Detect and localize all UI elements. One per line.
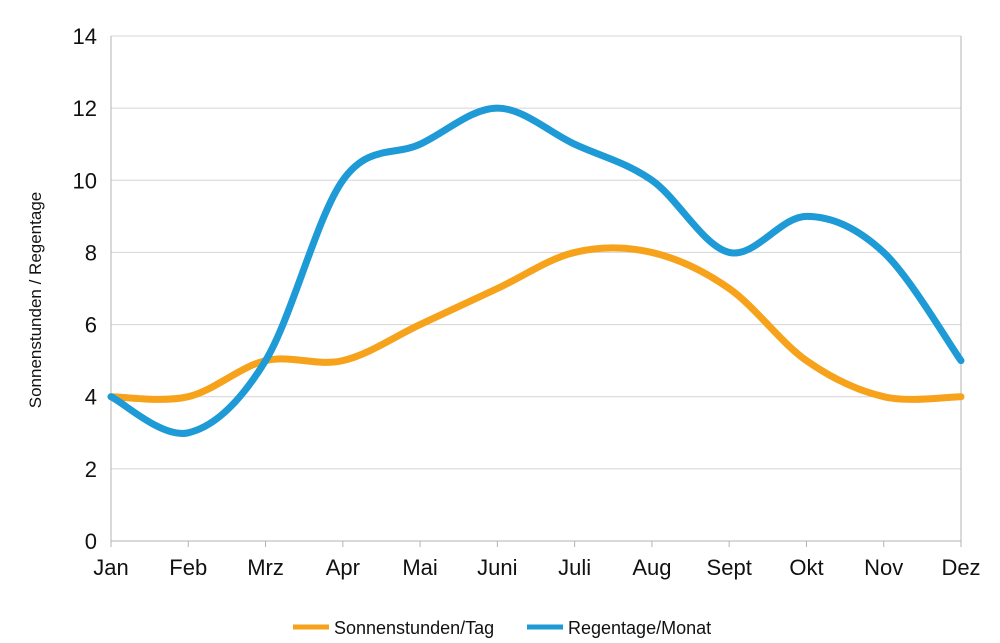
x-tick-label: Mrz	[247, 555, 284, 580]
legend-label: Sonnenstunden/Tag	[334, 618, 494, 638]
axes	[110, 36, 962, 547]
legend-label: Regentage/Monat	[568, 618, 711, 638]
series-lines	[107, 104, 965, 437]
y-tick-label: 8	[85, 240, 97, 265]
x-tick-label: Sept	[707, 555, 752, 580]
x-tick-label: Juli	[558, 555, 591, 580]
legend-item-1: Regentage/Monat	[527, 618, 711, 638]
y-axis-label: Sonnenstunden / Regentage	[26, 192, 45, 408]
x-tick-label: Apr	[326, 555, 360, 580]
series-line-0	[107, 244, 965, 403]
legend: Sonnenstunden/Tag Regentage/Monat	[293, 618, 711, 638]
y-tick-label: 2	[85, 457, 97, 482]
x-tick-label: Nov	[864, 555, 903, 580]
x-tick-label: Jan	[93, 555, 128, 580]
x-tick-label: Juni	[477, 555, 517, 580]
y-tick-label: 10	[73, 168, 97, 193]
series-line-1	[107, 104, 965, 437]
x-tick-label: Aug	[632, 555, 671, 580]
y-tick-label: 12	[73, 96, 97, 121]
legend-item-0: Sonnenstunden/Tag	[293, 618, 494, 638]
x-tick-label: Dez	[941, 555, 980, 580]
y-tick-label: 0	[85, 529, 97, 554]
x-tick-labels: Jan Feb Mrz Apr Mai Juni Juli Aug Sept Okt Nov Dez	[93, 555, 980, 580]
x-tick-label: Feb	[169, 555, 207, 580]
y-tick-label: 4	[85, 385, 97, 410]
gridlines	[111, 35, 961, 542]
y-tick-label: 14	[73, 24, 97, 49]
x-tick-label: Mai	[402, 555, 437, 580]
x-tick-label: Okt	[789, 555, 823, 580]
y-tick-label: 6	[85, 313, 97, 338]
y-tick-labels: 0 2 4 6 8 10 12 14	[73, 24, 97, 554]
